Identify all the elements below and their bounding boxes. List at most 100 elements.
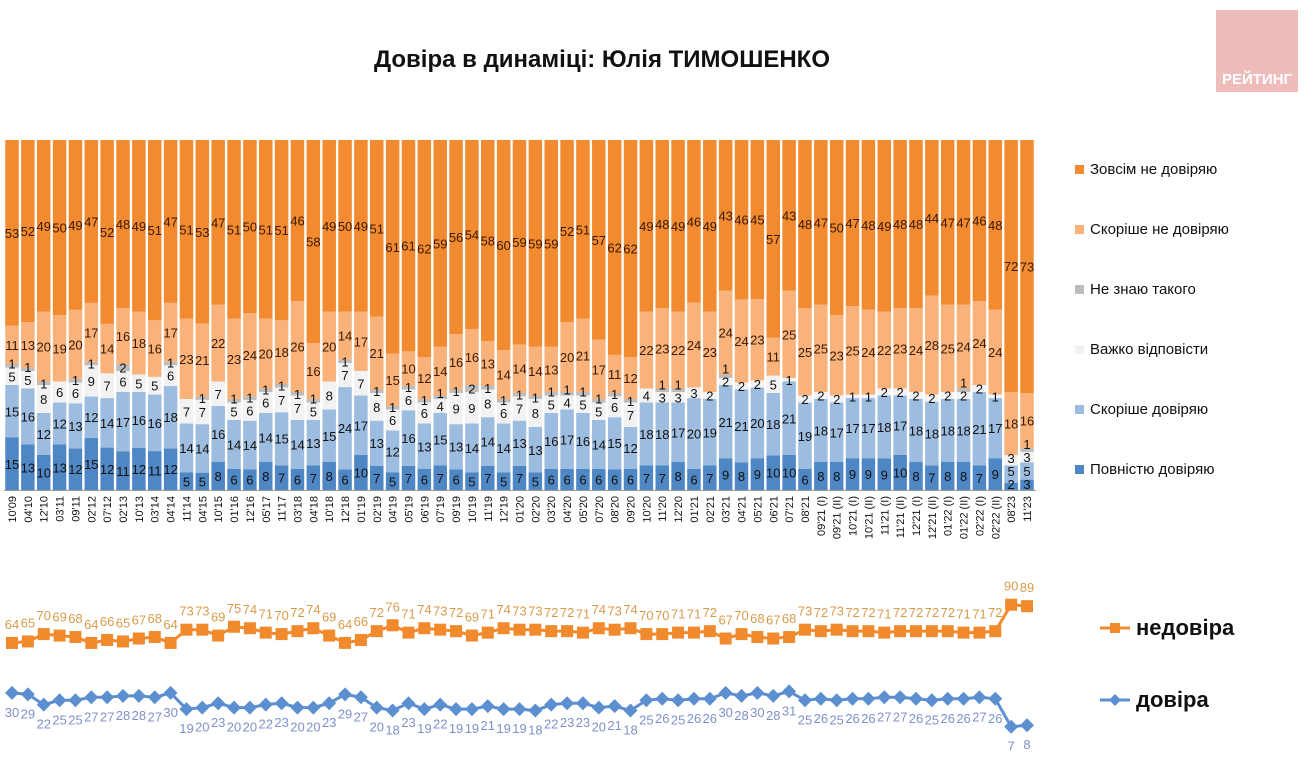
bar-segment-rather_trust: [798, 402, 812, 469]
data-label: 6: [262, 396, 269, 411]
line-data-label: 22: [259, 717, 273, 732]
bar-segment-full_trust: [861, 458, 876, 490]
bar-segment-rather_trust: [956, 399, 971, 462]
data-label: 7: [357, 376, 364, 391]
data-label: 8: [326, 469, 333, 484]
bar-segment-dont_know: [1020, 448, 1034, 452]
line-point: [481, 626, 494, 639]
bar-segment-full_trust: [734, 462, 749, 490]
bar-segment-full_distrust: [36, 140, 51, 312]
data-label: 62: [607, 240, 621, 255]
data-label: 8: [674, 469, 681, 484]
data-label: 25: [798, 345, 812, 360]
data-label: 3: [1008, 451, 1015, 466]
bar-segment-full_distrust: [845, 140, 860, 307]
line-data-label: 69: [322, 610, 336, 625]
data-label: 12: [623, 441, 637, 456]
bar-segment-dont_know: [417, 399, 432, 403]
bar-segment-hard: [68, 382, 83, 404]
bar-segment-full_trust: [829, 462, 844, 490]
bar-segment-hard: [576, 395, 590, 413]
bar-segment-full_trust: [290, 469, 305, 490]
x-tick-label: 11'17: [277, 496, 289, 522]
line-point: [592, 622, 605, 635]
bar-segment-rather_trust: [607, 417, 622, 470]
line-point: [973, 626, 986, 639]
data-label: 6: [595, 473, 602, 488]
bar-segment-rather_trust: [322, 409, 336, 462]
line-data-label: 22: [544, 717, 558, 732]
bar-segment-full_distrust: [814, 140, 828, 305]
data-label: 5: [532, 474, 539, 489]
line-data-label: 69: [465, 610, 479, 625]
data-label: 16: [306, 364, 320, 379]
data-label: 2: [928, 391, 935, 406]
data-label: 50: [829, 221, 843, 236]
line-point: [750, 685, 765, 700]
line-data-label: 26: [703, 711, 717, 726]
data-label: 6: [389, 413, 396, 428]
bar-segment-full_distrust: [576, 140, 590, 319]
data-label: 2: [119, 361, 126, 376]
bar-segment-rather_distrust: [861, 309, 876, 395]
bar-segment-rather_distrust: [433, 346, 447, 396]
bar-segment-full_distrust: [147, 140, 162, 321]
data-label: 10: [766, 466, 780, 481]
bar-segment-rather_distrust: [243, 313, 257, 397]
line-point: [575, 696, 590, 711]
line-data-label: 28: [734, 708, 748, 723]
line-data-label: 68: [68, 611, 82, 626]
line-data-label: 26: [956, 711, 970, 726]
data-label: 21: [718, 415, 732, 430]
bar-segment-hard: [259, 392, 273, 413]
data-label: 1: [373, 384, 380, 399]
x-tick-label: 02'21: [705, 496, 717, 523]
bar-segment-dont_know: [956, 388, 971, 392]
data-label: 1: [722, 362, 729, 377]
data-label: 24: [687, 338, 701, 353]
x-tick-label: 07'19: [435, 496, 447, 523]
data-label: 23: [893, 341, 907, 356]
bar-segment-full_trust: [607, 469, 622, 490]
bar-segment-rather_trust: [243, 420, 257, 470]
line-point: [402, 626, 415, 639]
bar-segment-rather_trust: [417, 423, 432, 469]
data-label: 1: [199, 391, 206, 406]
line-point: [529, 623, 542, 636]
data-label: 20: [560, 350, 574, 365]
bar-segment-rather_distrust: [512, 344, 527, 393]
data-label: 50: [338, 219, 352, 234]
legend-full-trust: Повністю довіряю: [1075, 461, 1214, 478]
data-label: 3: [659, 390, 666, 405]
bar-segment-full_trust: [988, 458, 1003, 490]
x-tick-label: 12'20: [673, 496, 685, 523]
data-label: 2: [738, 379, 745, 394]
data-label: 18: [925, 426, 939, 441]
bar-segment-full_distrust: [84, 140, 99, 303]
line-point: [893, 690, 908, 705]
bar-segment-hard: [528, 399, 543, 427]
bar-segment-rather_trust: [401, 410, 416, 466]
data-label: 18: [655, 427, 669, 442]
bar-segment-dont_know: [528, 395, 543, 399]
data-label: 7: [183, 404, 190, 419]
data-label: 1: [278, 379, 285, 394]
bar-segment-full_trust: [639, 465, 654, 490]
bar-segment-rather_distrust: [576, 318, 590, 392]
line-data-label: 68: [750, 611, 764, 626]
data-label: 1: [88, 357, 95, 372]
data-label: 1: [532, 390, 539, 405]
line-data-label: 72: [544, 605, 558, 620]
bar-segment-rather_trust: [703, 399, 717, 466]
line-data-label: 74: [306, 602, 320, 617]
bar-segment-rather_trust: [290, 420, 305, 469]
line-data-label: 72: [845, 605, 859, 620]
bar-segment-rather_trust: [718, 385, 733, 459]
data-label: 1: [294, 387, 301, 402]
bar-segment-dont_know: [21, 367, 35, 371]
line-point: [687, 626, 700, 639]
bar-segment-rather_distrust: [338, 311, 352, 360]
data-label: 51: [259, 222, 273, 237]
bar-segment-rather_distrust: [766, 337, 780, 376]
